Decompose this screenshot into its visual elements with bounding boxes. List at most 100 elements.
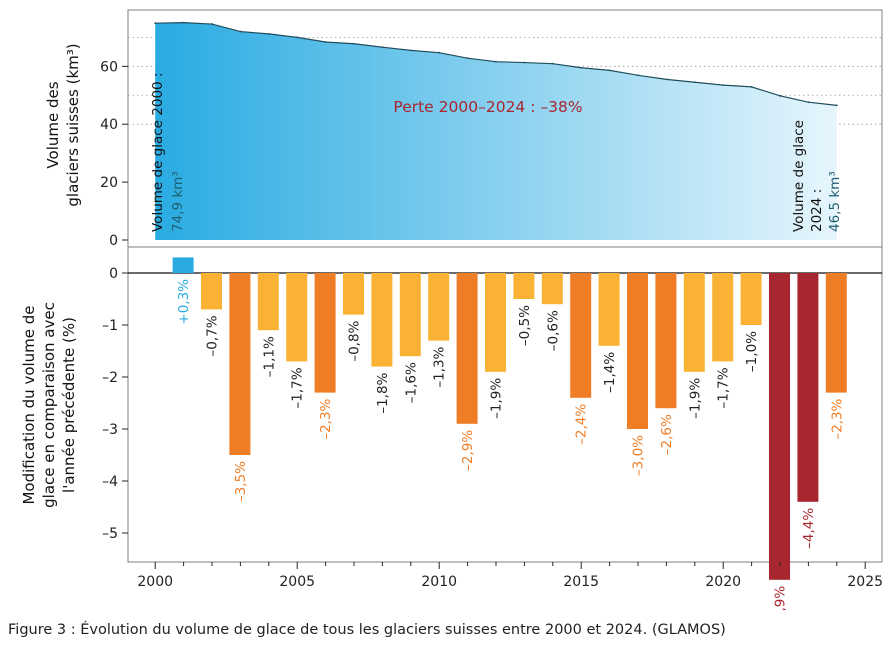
xtick-label-2000: 2000 [137, 574, 173, 590]
bar-label-2023: –4,4% [801, 508, 817, 549]
ytick-label-change: –4 [102, 474, 118, 490]
bar-label-2016: –1,4% [602, 352, 618, 393]
start-volume-caption: Volume de glace 2000 : [150, 73, 166, 232]
bar-label-2014: –0,6% [545, 310, 561, 351]
bar-2010 [428, 273, 450, 341]
end-volume-value: 46,5 km³ [827, 171, 843, 232]
volume-point [324, 41, 327, 43]
ylabel-volume: Volume des glaciers suisses (km³) [44, 43, 82, 206]
ytick-label-volume: 60 [100, 59, 118, 75]
volume-point [608, 69, 611, 72]
glacier-volume-chart: Perte 2000–2024 : –38% Volume de glace 20… [20, 9, 883, 610]
ylabel-change-line: l'année précédente (%) [60, 317, 78, 493]
ylabel-change-line: glace en comparaison avec [40, 302, 58, 508]
bar-label-2024: –2,3% [829, 398, 845, 439]
bar-label-2017: –3,0% [631, 435, 647, 476]
bar-label-2019: –1,9% [687, 378, 703, 419]
change-panel: +0,3% –0,7% –3,5% –1,1% –1,7% –2,3% –0,8% –1,8%… [128, 257, 882, 610]
ytick-label-change: –5 [102, 526, 118, 542]
bar-2012 [485, 273, 506, 372]
ytick-label-change: 0 [109, 266, 118, 282]
volume-area [155, 22, 837, 241]
bar-2009 [399, 273, 421, 357]
bar-2014 [541, 273, 563, 305]
ytick-label-change: –1 [102, 318, 118, 334]
bar-label-2022: –5,9% [773, 586, 789, 610]
bar-label-2020: –1,7% [716, 367, 732, 408]
end-volume-caption-2: 2024 : [809, 189, 825, 232]
bar-label-2010: –1,3% [432, 346, 448, 387]
bar-label-2015: –2,4% [574, 404, 590, 445]
volume-point [154, 22, 157, 25]
bar-2018 [655, 273, 677, 409]
volume-point [353, 42, 355, 45]
start-volume-value: 74,9 km³ [170, 171, 186, 232]
bar-2016 [598, 273, 620, 346]
bar-2001 [172, 257, 194, 273]
bar-2003 [229, 273, 251, 455]
start-volume-label: Volume de glace 2000 :74,9 km³ [150, 73, 186, 232]
bar-2015 [570, 273, 592, 398]
volume-point [495, 60, 497, 63]
volume-point [580, 66, 583, 69]
bar-label-2007: –0,8% [347, 320, 363, 361]
xtick-label-2005: 2005 [279, 574, 315, 590]
volume-point [835, 104, 838, 107]
figure-caption: Figure 3 : Évolution du volume de glace … [8, 622, 726, 638]
volume-point [551, 62, 554, 65]
ytick-label-volume: 0 [109, 233, 118, 249]
volume-point [211, 23, 213, 25]
volume-point [722, 84, 725, 87]
bar-2021 [740, 273, 762, 325]
ytick-label-volume: 40 [100, 117, 118, 133]
volume-point [438, 51, 441, 54]
volume-point [807, 101, 810, 104]
loss-annotation: Perte 2000–2024 : –38% [393, 98, 582, 116]
bar-2004 [257, 273, 279, 331]
bar-label-2002: –0,7% [205, 315, 221, 356]
ylabel-volume-line: glaciers suisses (km³) [64, 43, 82, 206]
bar-2019 [683, 273, 705, 372]
xtick-label-2015: 2015 [563, 574, 599, 590]
bar-label-2008: –1,8% [375, 372, 391, 413]
bar-label-2003: –3,5% [233, 461, 249, 502]
bar-label-2011: –2,9% [460, 430, 476, 471]
volume-point [267, 32, 270, 35]
bar-2024 [825, 273, 847, 393]
volume-point [693, 81, 696, 84]
ylabel-change: Modification du volume de glace en compar… [20, 302, 78, 508]
ylabel-change-line: Modification du volume de [20, 305, 38, 504]
volume-point [296, 36, 299, 39]
ylabel-volume-line: Volume des [44, 81, 62, 168]
ytick-label-change: –2 [102, 370, 118, 386]
bar-label-2012: –1,9% [489, 378, 505, 419]
volume-point [409, 49, 412, 52]
end-volume-label: Volume de glace 2024 :46,5 km³ [791, 120, 843, 232]
bar-2002 [201, 273, 222, 310]
bar-2013 [513, 273, 535, 299]
bar-2020 [712, 273, 734, 362]
volume-point [779, 94, 781, 97]
volume-point [381, 46, 384, 49]
volume-point [466, 57, 469, 60]
bar-label-2009: –1,6% [403, 362, 419, 403]
xtick-label-2020: 2020 [705, 574, 741, 590]
bar-2007 [343, 273, 364, 315]
volume-point [665, 78, 668, 81]
bar-2006 [314, 273, 336, 393]
bar-label-2005: –1,7% [290, 367, 306, 408]
end-volume-caption-1: Volume de glace [791, 120, 807, 232]
bar-2022 [769, 273, 790, 580]
bar-2023 [797, 273, 819, 502]
bar-label-2018: –2,6% [659, 414, 675, 455]
bar-label-2006: –2,3% [318, 398, 334, 439]
volume-point [523, 61, 526, 64]
volume-panel: Perte 2000–2024 : –38% Volume de glace 20… [128, 21, 882, 241]
ytick-label-volume: 20 [100, 175, 118, 191]
volume-point [182, 21, 185, 24]
bar-label-2004: –1,1% [261, 336, 277, 377]
volume-point [239, 30, 242, 33]
bar-label-2021: –1,0% [744, 331, 760, 372]
bar-2011 [456, 273, 478, 424]
volume-point [750, 85, 753, 88]
